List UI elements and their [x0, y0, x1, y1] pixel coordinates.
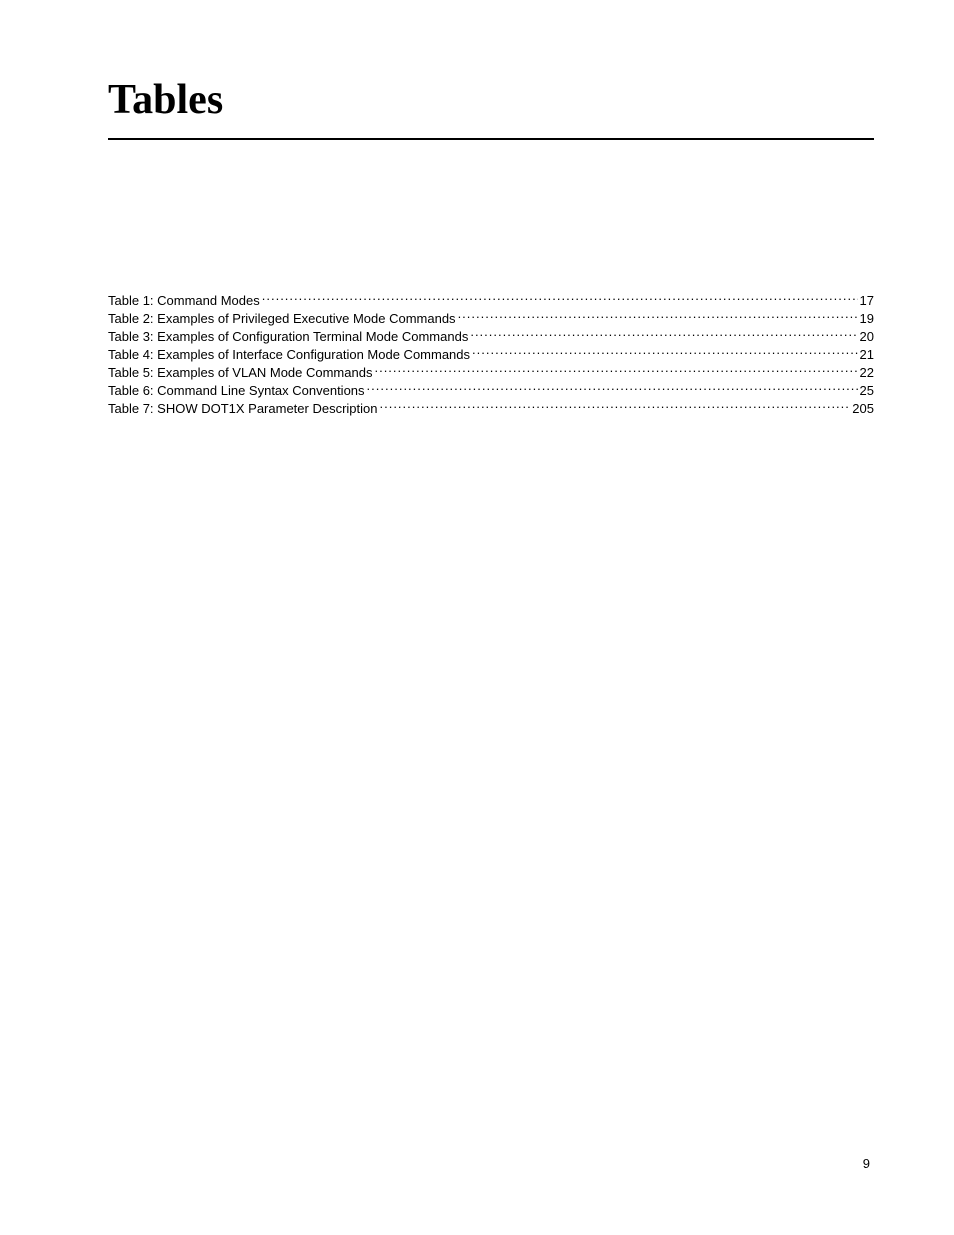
toc-leader-dots: [374, 364, 857, 377]
toc-entry-page: 21: [860, 346, 874, 364]
toc-entry[interactable]: Table 4: Examples of Interface Configura…: [108, 346, 874, 364]
toc-entry[interactable]: Table 2: Examples of Privileged Executiv…: [108, 310, 874, 328]
toc-entry[interactable]: Table 5: Examples of VLAN Mode Commands …: [108, 364, 874, 382]
toc-entry[interactable]: Table 7: SHOW DOT1X Parameter Descriptio…: [108, 400, 874, 418]
toc-leader-dots: [458, 310, 858, 323]
toc-entry-page: 22: [860, 364, 874, 382]
toc-entry-page: 19: [860, 310, 874, 328]
toc-entry-page: 17: [860, 292, 874, 310]
page-title: Tables: [108, 76, 874, 140]
toc-entry-page: 25: [860, 382, 874, 400]
toc-leader-dots: [379, 400, 850, 413]
toc-leader-dots: [470, 328, 857, 341]
toc-list: Table 1: Command Modes 17 Table 2: Examp…: [108, 292, 874, 418]
toc-entry-label: Table 7: SHOW DOT1X Parameter Descriptio…: [108, 400, 377, 418]
toc-entry[interactable]: Table 3: Examples of Configuration Termi…: [108, 328, 874, 346]
toc-entry-label: Table 2: Examples of Privileged Executiv…: [108, 310, 456, 328]
toc-entry-label: Table 1: Command Modes: [108, 292, 260, 310]
toc-leader-dots: [367, 382, 858, 395]
page-container: Tables Table 1: Command Modes 17 Table 2…: [0, 0, 954, 1235]
page-number: 9: [863, 1156, 870, 1171]
toc-entry-page: 20: [860, 328, 874, 346]
toc-entry-label: Table 6: Command Line Syntax Conventions: [108, 382, 365, 400]
toc-leader-dots: [262, 292, 858, 305]
toc-entry-label: Table 5: Examples of VLAN Mode Commands: [108, 364, 372, 382]
toc-leader-dots: [472, 346, 858, 359]
toc-entry-label: Table 3: Examples of Configuration Termi…: [108, 328, 468, 346]
toc-entry-label: Table 4: Examples of Interface Configura…: [108, 346, 470, 364]
toc-entry[interactable]: Table 6: Command Line Syntax Conventions…: [108, 382, 874, 400]
toc-entry-page: 205: [852, 400, 874, 418]
toc-entry[interactable]: Table 1: Command Modes 17: [108, 292, 874, 310]
